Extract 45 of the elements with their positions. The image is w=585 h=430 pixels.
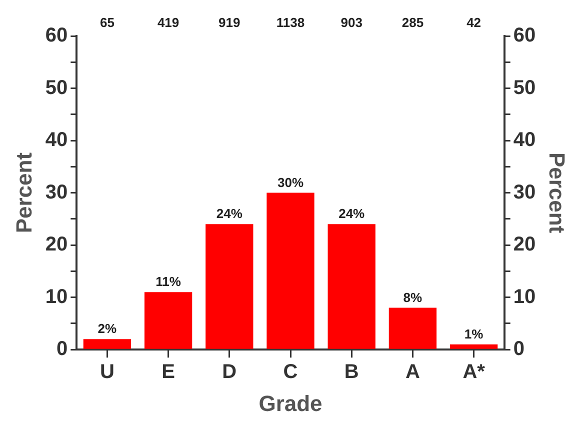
bar [206, 224, 254, 349]
y2-tick-label: 60 [513, 24, 536, 47]
y2-axis-title: Percent [544, 152, 570, 234]
x-tick-label: D [222, 361, 237, 384]
y2-tick-label: 50 [513, 76, 536, 99]
x-tick-label: U [100, 361, 114, 384]
data-label: 11% [156, 274, 182, 290]
data-label: 24% [216, 206, 243, 222]
y-tick-label: 10 [45, 286, 68, 308]
text: 1138 [276, 15, 305, 30]
y2-tick-label: 0 [513, 338, 524, 360]
y-tick-label: 50 [45, 76, 68, 99]
data-label: 30% [277, 174, 304, 190]
bar [388, 308, 437, 349]
y-axis-title: Percent [11, 152, 36, 234]
x-axis-title: Grade [258, 390, 322, 416]
x-tick-label: E [162, 361, 175, 384]
x-tick-label: B [344, 361, 359, 384]
text: 419 [157, 15, 180, 30]
y2-tick-label: 40 [513, 129, 536, 152]
bar [83, 339, 132, 349]
y2-tick-label: 20 [513, 234, 536, 256]
text: 285 [402, 15, 424, 30]
y-tick-label: 40 [45, 129, 68, 152]
text: 65 [100, 15, 114, 30]
data-label: 2% [98, 321, 118, 336]
y-tick-label: 0 [56, 338, 68, 360]
bar [450, 344, 498, 349]
x-tick-label: A [405, 361, 420, 384]
y-tick-label: 30 [45, 181, 68, 204]
text: 42 [466, 15, 482, 30]
text: 919 [218, 15, 240, 30]
data-label: 8% [403, 290, 423, 305]
x-tick-label: C [283, 361, 298, 384]
bar [266, 192, 314, 349]
y-tick-label: 20 [45, 234, 68, 256]
y2-tick-label: 30 [513, 181, 536, 204]
data-label: 1% [464, 326, 484, 342]
x-tick-label: A* [462, 361, 486, 384]
text: 903 [340, 15, 362, 30]
data-label: 24% [338, 206, 366, 222]
bar [144, 292, 192, 349]
y2-tick-label: 10 [513, 286, 536, 308]
bar [328, 224, 376, 349]
y-tick-label: 60 [45, 24, 68, 47]
